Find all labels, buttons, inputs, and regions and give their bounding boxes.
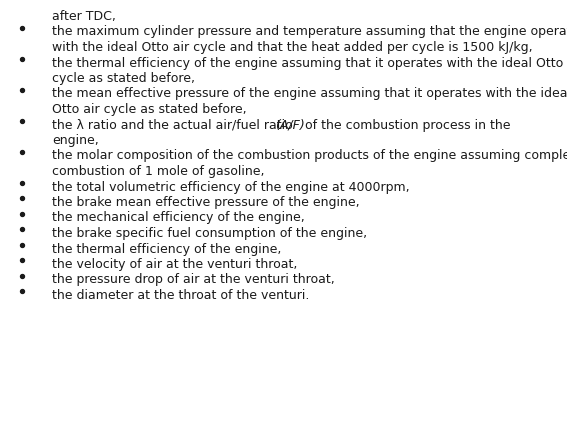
- Text: the mechanical efficiency of the engine,: the mechanical efficiency of the engine,: [52, 211, 304, 224]
- Text: of the combustion process in the: of the combustion process in the: [301, 118, 511, 131]
- Text: (A/F): (A/F): [274, 118, 304, 131]
- Text: the diameter at the throat of the venturi.: the diameter at the throat of the ventur…: [52, 288, 310, 301]
- Text: the maximum cylinder pressure and temperature assuming that the engine operates: the maximum cylinder pressure and temper…: [52, 26, 567, 39]
- Text: the brake mean effective pressure of the engine,: the brake mean effective pressure of the…: [52, 196, 359, 208]
- Text: the thermal efficiency of the engine assuming that it operates with the ideal Ot: the thermal efficiency of the engine ass…: [52, 56, 567, 69]
- Text: cycle as stated before,: cycle as stated before,: [52, 72, 195, 85]
- Text: Otto air cycle as stated before,: Otto air cycle as stated before,: [52, 103, 247, 116]
- Text: combustion of 1 mole of gasoline,: combustion of 1 mole of gasoline,: [52, 164, 264, 178]
- Text: the pressure drop of air at the venturi throat,: the pressure drop of air at the venturi …: [52, 273, 335, 286]
- Text: with the ideal Otto air cycle and that the heat added per cycle is 1500 kJ/kg,: with the ideal Otto air cycle and that t…: [52, 41, 532, 54]
- Text: the λ ratio and the actual air/fuel ratio: the λ ratio and the actual air/fuel rati…: [52, 118, 297, 131]
- Text: after TDC,: after TDC,: [52, 10, 116, 23]
- Text: the velocity of air at the venturi throat,: the velocity of air at the venturi throa…: [52, 257, 297, 270]
- Text: engine,: engine,: [52, 134, 99, 147]
- Text: the total volumetric efficiency of the engine at 4000rpm,: the total volumetric efficiency of the e…: [52, 180, 409, 193]
- Text: the brake specific fuel consumption of the engine,: the brake specific fuel consumption of t…: [52, 227, 367, 240]
- Text: the mean effective pressure of the engine assuming that it operates with the ide: the mean effective pressure of the engin…: [52, 87, 567, 100]
- Text: the thermal efficiency of the engine,: the thermal efficiency of the engine,: [52, 242, 281, 255]
- Text: the molar composition of the combustion products of the engine assuming complete: the molar composition of the combustion …: [52, 149, 567, 162]
